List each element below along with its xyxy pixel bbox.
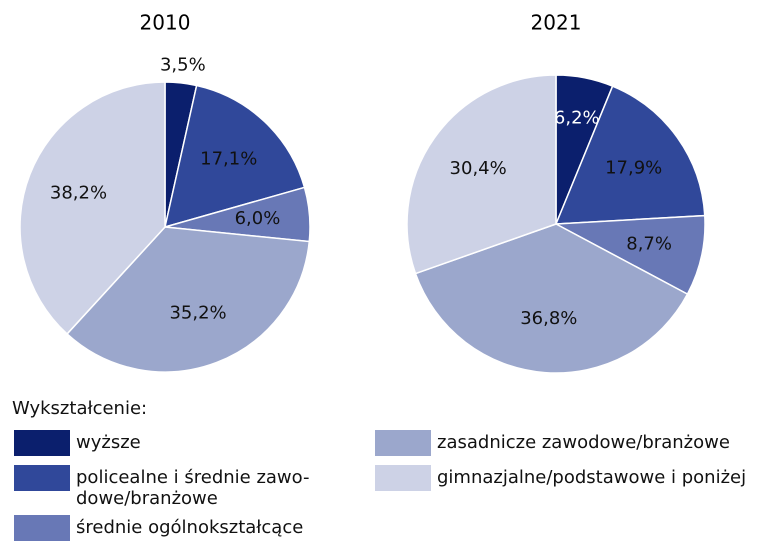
chart-title: 2010	[140, 11, 191, 35]
data-label: 30,4%	[450, 158, 507, 179]
legend-swatch	[14, 465, 70, 491]
legend-label: zasadnicze zawodowe/branżowe	[437, 432, 730, 453]
data-label: 35,2%	[169, 303, 226, 324]
legend-swatch	[375, 465, 431, 491]
data-label: 17,9%	[605, 158, 662, 179]
legend-label: wyższe	[76, 432, 141, 453]
data-label: 17,1%	[200, 149, 257, 170]
legend-swatch	[375, 430, 431, 456]
legend-swatch	[14, 430, 70, 456]
legend-item: policealne i średnie zawo- dowe/branżowe	[14, 465, 310, 509]
legend-item: wyższe	[14, 430, 141, 456]
legend-item: gimnazjalne/podstawowe i poniżej	[375, 465, 746, 491]
pie-slice	[19, 81, 166, 335]
data-label: 38,2%	[50, 182, 107, 203]
pie-slice	[406, 74, 557, 275]
data-label: 36,8%	[520, 308, 577, 329]
pie-slice	[66, 226, 311, 373]
legend-swatch	[14, 515, 70, 541]
pie-slice	[414, 223, 689, 374]
legend-label: średnie ogólnokształcące	[76, 517, 304, 538]
chart-title: 2021	[531, 11, 582, 35]
pie-slice	[553, 214, 706, 296]
legend-item: zasadnicze zawodowe/branżowe	[375, 430, 730, 456]
legend-label: policealne i średnie zawo- dowe/branżowe	[76, 467, 310, 509]
data-label: 6,0%	[235, 208, 281, 229]
pie-slice	[554, 85, 706, 225]
data-label: 3,5%	[160, 55, 206, 76]
legend-label: gimnazjalne/podstawowe i poniżej	[437, 467, 747, 488]
data-label: 6,2%	[554, 108, 600, 129]
pie-slice	[163, 84, 306, 229]
data-label: 8,7%	[626, 234, 672, 255]
legend-title: Wykształcenie:	[12, 398, 148, 419]
legend-item: średnie ogólnokształcące	[14, 515, 303, 541]
